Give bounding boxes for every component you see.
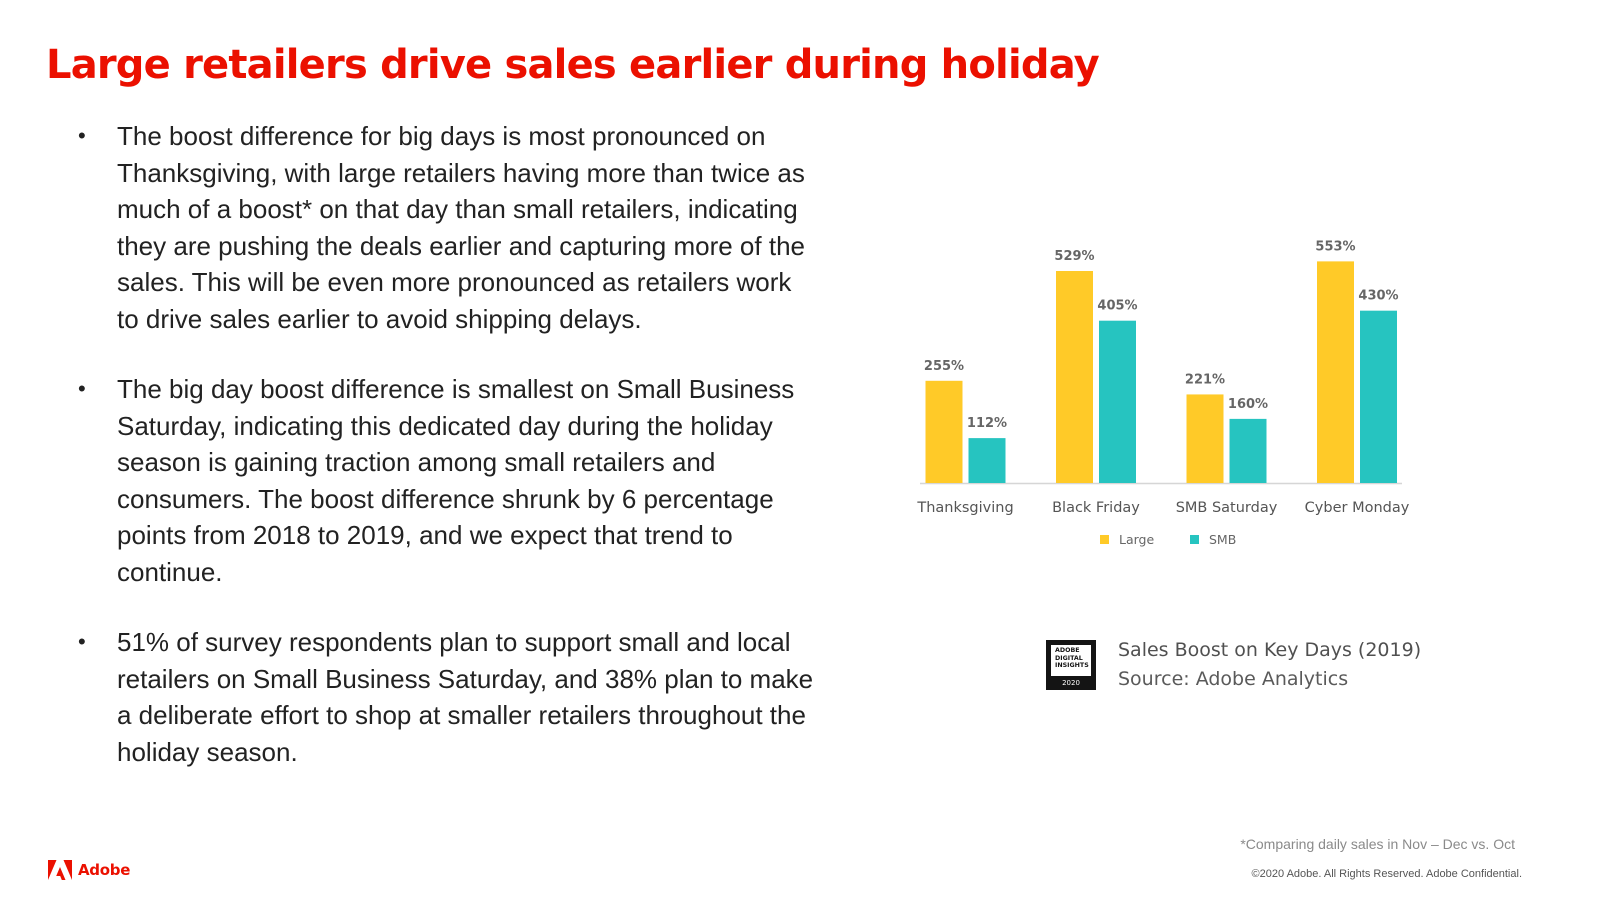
badge-text: ADOBE DIGITAL INSIGHTS (1051, 645, 1091, 676)
caption-source: Source: Adobe Analytics (1118, 668, 1349, 690)
bullet-text: The boost difference for big days is mos… (117, 121, 805, 334)
bar-value-label: 405% (1097, 299, 1137, 314)
adobe-digital-insights-badge: ADOBE DIGITAL INSIGHTS 2020 (1046, 640, 1096, 690)
bullet-text: The big day boost difference is smallest… (117, 374, 795, 587)
bar-large (1056, 271, 1093, 483)
bar-value-label: 553% (1315, 239, 1355, 254)
badge-line: DIGITAL (1055, 654, 1083, 662)
bar-large (925, 380, 963, 483)
bar-large (1317, 261, 1354, 483)
adobe-a-icon (48, 860, 72, 880)
legend-label-smb: SMB (1209, 532, 1236, 547)
copyright: ©2020 Adobe. All Rights Reserved. Adobe … (1251, 868, 1522, 880)
bar-value-label: 221% (1185, 372, 1225, 387)
legend-swatch-large (1100, 535, 1109, 544)
logo-text: Adobe (78, 861, 131, 879)
bar-value-label: 529% (1054, 249, 1094, 264)
chart-caption: ADOBE DIGITAL INSIGHTS 2020 Sales Boost … (1046, 636, 1421, 694)
caption-title: Sales Boost on Key Days (2019) (1118, 639, 1422, 661)
badge-line: ADOBE (1055, 647, 1080, 654)
bar-smb (1360, 310, 1397, 483)
x-tick-label: Black Friday (1052, 500, 1140, 516)
badge-line: INSIGHTS (1055, 662, 1089, 670)
bullet-item: • 51% of survey respondents plan to supp… (78, 624, 818, 770)
bullet-item: • The boost difference for big days is m… (78, 118, 818, 337)
bar-chart: 255% 112% Thanksgiving 529% 405% Black Friday… (916, 239, 1410, 547)
legend-label-large: Large (1119, 532, 1154, 547)
bar-smb (968, 438, 1006, 483)
bar-smb (1229, 418, 1267, 483)
bar-value-label: 160% (1228, 397, 1268, 412)
bar-value-label: 112% (967, 416, 1007, 431)
x-tick-label: SMB Saturday (1176, 500, 1278, 516)
badge-year: 2020 (1062, 679, 1080, 687)
bar-value-label: 255% (924, 359, 964, 374)
bullet-marker: • (78, 376, 86, 401)
bar-smb (1099, 320, 1136, 483)
caption-text: Sales Boost on Key Days (2019) Source: A… (1118, 636, 1421, 694)
bar-value-label: 430% (1358, 289, 1398, 304)
bar-large (1186, 394, 1224, 483)
slide-title: Large retailers drive sales earlier duri… (46, 42, 1100, 88)
x-tick-label: Thanksgiving (916, 500, 1013, 516)
bullet-list: • The boost difference for big days is m… (78, 118, 818, 804)
bullet-marker: • (78, 629, 86, 654)
legend-swatch-smb (1190, 535, 1199, 544)
x-tick-label: Cyber Monday (1305, 500, 1410, 516)
adobe-logo: Adobe (48, 860, 130, 880)
bullet-text: 51% of survey respondents plan to suppor… (117, 627, 814, 767)
footnote: *Comparing daily sales in Nov – Dec vs. … (1240, 836, 1515, 852)
bullet-marker: • (78, 123, 86, 148)
bullet-item: • The big day boost difference is smalle… (78, 371, 818, 590)
